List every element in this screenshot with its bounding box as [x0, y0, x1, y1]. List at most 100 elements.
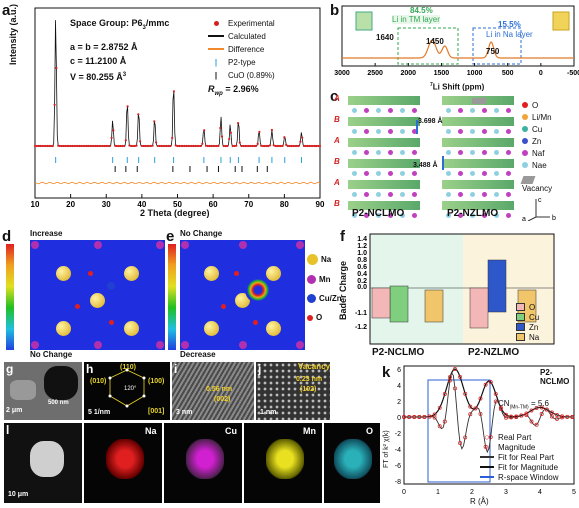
eds-map-o	[324, 423, 380, 503]
exafs-point	[468, 404, 473, 409]
exafs-point	[488, 435, 493, 440]
peak-750: 750	[486, 47, 500, 56]
legend-mn: Mn	[307, 275, 342, 284]
legend-naf: Naf	[522, 148, 562, 158]
bader-ytick-label: 0.8	[357, 257, 367, 264]
exafs-point	[427, 414, 432, 419]
tm-slab	[442, 159, 514, 168]
legend-cu-zn: Cu/Zn	[307, 294, 342, 303]
experimental-point	[253, 144, 256, 148]
experimental-point	[90, 144, 94, 148]
na-atom	[388, 108, 393, 113]
sem-overview-l	[4, 423, 82, 503]
exafs-xtick-label: 5	[572, 489, 576, 496]
experimental-point	[99, 144, 102, 148]
layer-label: A	[334, 178, 340, 187]
exafs-xtick-label: 1	[436, 489, 440, 496]
li-tm-label: Li in TM layer	[392, 15, 440, 24]
legend-o-atom: O	[307, 313, 342, 322]
angle-120: 120°	[124, 386, 137, 392]
spot-010: (010)	[90, 378, 107, 385]
experimental-point	[41, 144, 44, 148]
legend-bar-cu: Cu	[516, 312, 539, 322]
na-atom	[352, 171, 357, 176]
na-atom	[446, 192, 451, 197]
na-atom	[388, 213, 393, 218]
na-atom	[446, 150, 451, 155]
exafs-point	[539, 412, 544, 416]
xrd-xtick-label: 10	[31, 200, 40, 209]
experimental-point	[301, 136, 304, 139]
d-spacing-i: 0.56 nm	[206, 386, 233, 393]
experimental-point	[73, 144, 76, 148]
experimental-point	[147, 144, 151, 148]
o-atom	[108, 320, 114, 325]
experimental-point	[163, 144, 167, 148]
experimental-point	[149, 144, 152, 148]
experimental-point	[101, 144, 104, 148]
na-atom	[458, 150, 463, 155]
axes-icon: c a b	[522, 197, 556, 223]
colorbar-d-top: Increase	[30, 229, 63, 238]
experimental-point	[265, 144, 268, 148]
na-atom	[470, 171, 475, 176]
experimental-point	[69, 144, 72, 148]
layer-label: B	[334, 157, 340, 166]
nmr-xtick-label: 1000	[467, 70, 483, 77]
bader-bar-o-nclmo	[371, 287, 391, 319]
layer-label: A	[334, 136, 340, 145]
na-atom	[482, 108, 487, 113]
legend-nae: Nae	[522, 160, 562, 170]
exafs-point	[488, 380, 493, 384]
experimental-point	[80, 144, 83, 148]
na-atom	[90, 293, 105, 308]
experimental-point	[302, 144, 306, 148]
experimental-point	[185, 144, 188, 148]
exafs-point	[493, 391, 498, 396]
exafs-point	[493, 399, 498, 404]
experimental-point	[146, 144, 149, 148]
xrd-xtick-label: 80	[280, 200, 289, 209]
panel-label-g: g	[6, 362, 14, 376]
r-space-window	[427, 379, 491, 483]
experimental-point	[126, 105, 129, 108]
xrd-ylabel: Intensity (a.u.)	[8, 3, 18, 65]
tm-structure-icon	[355, 11, 373, 31]
experimental-point	[33, 144, 37, 148]
exafs-point	[565, 414, 570, 419]
experimental-point	[37, 144, 40, 148]
tm-slab	[348, 201, 420, 210]
na-atom	[482, 213, 487, 218]
exafs-ytick-label: -4	[395, 447, 401, 454]
exafs-point	[478, 396, 483, 401]
exafs-ytick-label: -2	[395, 431, 401, 438]
nmr-chart: 3000 2500 2000 1500 1000 500 0 -500	[334, 5, 579, 77]
experimental-point	[67, 144, 70, 148]
na-window	[472, 27, 522, 65]
na-atom	[494, 150, 499, 155]
legend-cu: Cu	[522, 124, 562, 134]
exafs-point	[504, 415, 508, 420]
na-atom	[412, 129, 417, 134]
experimental-point	[74, 144, 78, 148]
xrd-xlabel: 2 Theta (degree)	[140, 208, 210, 218]
exafs-point	[412, 415, 417, 419]
experimental-point	[181, 144, 184, 148]
na-atom	[400, 150, 405, 155]
na-atom	[506, 129, 511, 134]
na-atom	[56, 265, 72, 281]
panel-label-b: b	[330, 2, 340, 19]
na-atom	[364, 108, 369, 113]
experimental-point	[178, 144, 181, 148]
na-atom	[482, 150, 487, 155]
scale-g2: 500 nm	[48, 400, 69, 406]
experimental-point	[51, 144, 54, 148]
experimental-point	[233, 144, 236, 148]
rwp-value: Rwp = 2.96%	[208, 84, 259, 97]
panel-label-d: d	[2, 228, 12, 245]
spot-100: (100)	[148, 378, 165, 385]
experimental-point	[204, 144, 208, 147]
lattice-ab: a = b = 2.8752 Å	[70, 42, 138, 52]
spot-110: (110)	[120, 364, 136, 371]
na-atom	[376, 192, 381, 197]
